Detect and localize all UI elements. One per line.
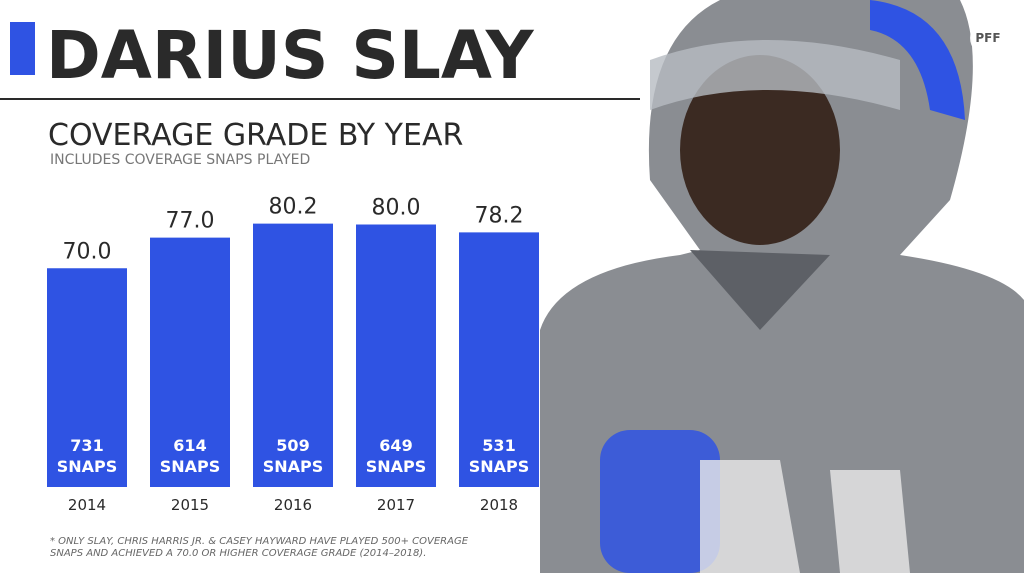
logo-badge <box>970 20 1006 56</box>
snaps-label: 509 <box>276 436 309 455</box>
footnote: SNAPS AND ACHIEVED A 70.0 OR HIGHER COVE… <box>50 548 426 559</box>
x-tick-label: 2017 <box>377 496 415 514</box>
snaps-unit: SNAPS <box>160 457 221 476</box>
snaps-unit: SNAPS <box>366 457 427 476</box>
chart-subtitle: COVERAGE GRADE BY YEAR <box>48 118 463 153</box>
x-tick-label: 2014 <box>68 496 106 514</box>
title-accent <box>10 22 35 75</box>
bar <box>150 237 230 487</box>
value-label: 78.2 <box>475 203 524 228</box>
snaps-unit: SNAPS <box>469 457 530 476</box>
bar <box>356 224 436 487</box>
x-tick-label: 2018 <box>480 496 518 514</box>
chart-title: DARIUS SLAY <box>46 17 535 94</box>
value-label: 70.0 <box>63 239 112 264</box>
bar <box>47 268 127 487</box>
snaps-label: 731 <box>70 436 103 455</box>
bar <box>459 232 539 487</box>
snaps-label: 614 <box>173 436 206 455</box>
snaps-label: 531 <box>482 436 515 455</box>
value-label: 77.0 <box>166 209 215 234</box>
value-label: 80.0 <box>372 196 421 221</box>
footnote: * ONLY SLAY, CHRIS HARRIS JR. & CASEY HA… <box>50 536 469 547</box>
snaps-unit: SNAPS <box>57 457 118 476</box>
chart-note: INCLUDES COVERAGE SNAPS PLAYED <box>50 152 310 168</box>
player-photo <box>540 0 1024 573</box>
snaps-unit: SNAPS <box>263 457 324 476</box>
snaps-label: 649 <box>379 436 412 455</box>
x-tick-label: 2016 <box>274 496 312 514</box>
logo: PFF <box>975 31 1000 45</box>
x-tick-label: 2015 <box>171 496 209 514</box>
value-label: 80.2 <box>269 195 318 220</box>
bar <box>253 223 333 487</box>
